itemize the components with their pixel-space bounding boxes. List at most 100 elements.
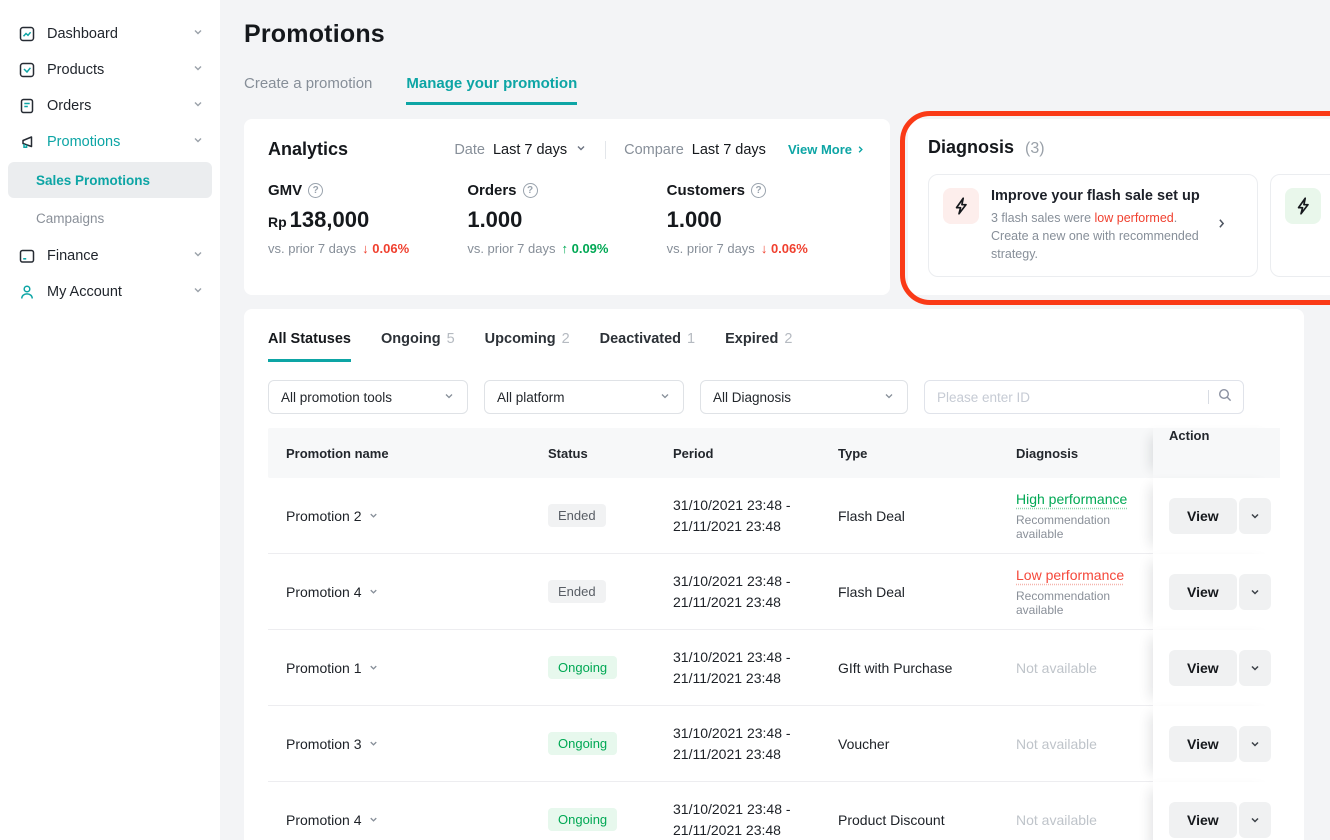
tab-ongoing[interactable]: Ongoing 5 [381,331,455,347]
help-icon[interactable]: ? [751,183,767,198]
orders-icon [18,97,36,115]
promotion-name-expander[interactable]: Promotion 1 [286,660,379,676]
table-header-row: Promotion name Status Period Type Diagno… [268,428,1280,478]
diagnosis-card: Diagnosis (3) Improve your flash sale se… [908,119,1330,295]
sidebar-item-label: Promotions [47,134,121,150]
view-dropdown-button[interactable] [1238,802,1271,838]
tab-expired[interactable]: Expired 2 [725,331,793,347]
diagnosis-item-flash-sale[interactable]: Improve your flash sale set up 3 flash s… [928,174,1258,278]
sidebar-subitem-campaigns[interactable]: Campaigns [36,210,105,226]
search-icon[interactable] [1217,387,1233,408]
platform-select[interactable]: All platform [484,380,684,414]
chevron-down-icon [192,247,204,265]
date-label: Date [454,141,485,158]
diagnosis-sub-text: Recommendation available [1016,588,1111,617]
view-button[interactable]: View [1169,650,1237,686]
promotion-name-expander[interactable]: Promotion 4 [286,812,379,828]
period-text: 31/10/2021 23:48 -21/11/2021 23:48 [673,496,791,534]
finance-icon [18,247,36,265]
period-text: 31/10/2021 23:48 -21/11/2021 23:48 [673,800,791,838]
chevron-down-icon [1251,741,1259,747]
diagnosis-link[interactable]: High performance [1016,490,1128,507]
sidebar-item-label: Finance [47,248,99,264]
flash-icon [1285,188,1321,224]
chevron-down-icon [1251,665,1259,671]
help-icon[interactable]: ? [522,183,538,198]
status-badge: Ongoing [548,808,618,831]
chevron-down-icon [192,97,204,115]
status-badge: Ended [548,580,606,603]
metric-orders: Orders? 1.000 vs. prior 7 days ↑ 0.09% [467,182,666,256]
gmv-value: Rp 138,000 [268,207,370,232]
sidebar-item-finance[interactable]: Finance [0,238,220,274]
tab-all-statuses[interactable]: All Statuses [268,331,351,362]
view-dropdown-button[interactable] [1238,498,1271,534]
delta-down: ↓ 0.06% [760,241,808,256]
sidebar-subitem-sales-promotions[interactable]: Sales Promotions [8,162,212,198]
tab-manage-promotion[interactable]: Manage your promotion [406,75,578,105]
diagnosis-select[interactable]: All Diagnosis [700,380,908,414]
divider [1208,390,1209,404]
view-dropdown-button[interactable] [1238,650,1271,686]
compare-label: Compare [624,141,684,158]
diagnosis-not-available: Not available [1016,735,1097,752]
type-text: Flash Deal [820,554,998,630]
sidebar-item-orders[interactable]: Orders [0,88,220,124]
products-icon [18,61,36,79]
view-dropdown-button[interactable] [1238,574,1271,610]
period-text: 31/10/2021 23:48 -21/11/2021 23:48 [673,648,791,686]
type-text: Voucher [820,706,998,782]
tab-create-promotion[interactable]: Create a promotion [244,75,373,92]
promotion-name-expander[interactable]: Promotion 2 [286,508,379,524]
promotion-name-expander[interactable]: Promotion 3 [286,736,379,752]
chevron-down-icon [1251,589,1259,595]
type-text: GIft with Purchase [820,630,998,706]
metric-customers: Customers? 1.000 vs. prior 7 days ↓ 0.06% [667,182,866,256]
id-search-input[interactable] [937,389,1204,405]
chevron-down-icon[interactable] [575,142,587,158]
tab-deactivated[interactable]: Deactivated 1 [599,331,696,347]
help-icon[interactable]: ? [308,183,324,198]
account-icon [18,283,36,301]
diagnosis-not-available: Not available [1016,659,1097,676]
sidebar-item-dashboard[interactable]: Dashboard [0,16,220,52]
delta-down: ↓ 0.06% [362,241,410,256]
view-more-link[interactable]: View More [788,142,866,157]
promotion-name-expander[interactable]: Promotion 4 [286,584,379,600]
chevron-down-icon [192,283,204,301]
view-dropdown-button[interactable] [1238,726,1271,762]
view-button[interactable]: View [1169,574,1237,610]
sidebar-item-promotions[interactable]: Promotions [0,124,220,160]
sidebar-item-label: My Account [47,284,122,300]
view-button[interactable]: View [1169,498,1237,534]
view-button[interactable]: View [1169,726,1237,762]
analytics-title: Analytics [268,139,349,159]
table-row: Promotion 2 Ended 31/10/2021 23:48 -21/1… [268,478,1280,554]
sidebar-item-my-account[interactable]: My Account [0,274,220,310]
chevron-down-icon [1251,817,1259,823]
page-title: Promotions [244,20,385,48]
sidebar-item-label: Dashboard [47,26,118,42]
chevron-down-icon [192,61,204,79]
sidebar: Dashboard Products Orders Promotions Sal… [0,0,220,840]
tab-upcoming[interactable]: Upcoming 2 [484,331,570,347]
sidebar-item-products[interactable]: Products [0,52,220,88]
diagnosis-item-next[interactable] [1270,174,1330,278]
date-range-select[interactable]: Last 7 days [492,141,568,158]
main-content: Promotions Create a promotion Manage you… [220,0,1330,840]
table-row: Promotion 4 Ongoing 31/10/2021 23:48 -21… [268,782,1280,840]
chevron-down-icon [192,133,204,151]
analytics-card: Analytics Date Last 7 days Compare Last … [244,119,890,295]
chevron-down-icon [370,817,378,822]
view-button[interactable]: View [1169,802,1237,838]
chevron-down-icon [883,390,895,405]
divider [605,140,607,159]
chevron-down-icon [370,513,378,518]
table-row: Promotion 1 Ongoing 31/10/2021 23:48 -21… [268,630,1280,706]
promotion-tools-select[interactable]: All promotion tools [268,380,468,414]
metric-gmv: GMV? Rp 138,000 vs. prior 7 days ↓ 0.06% [268,182,467,256]
status-badge: Ended [548,504,606,527]
diagnosis-link[interactable]: Low performance [1016,566,1125,583]
table-row: Promotion 3 Ongoing 31/10/2021 23:48 -21… [268,706,1280,782]
sidebar-item-label: Products [47,62,105,78]
